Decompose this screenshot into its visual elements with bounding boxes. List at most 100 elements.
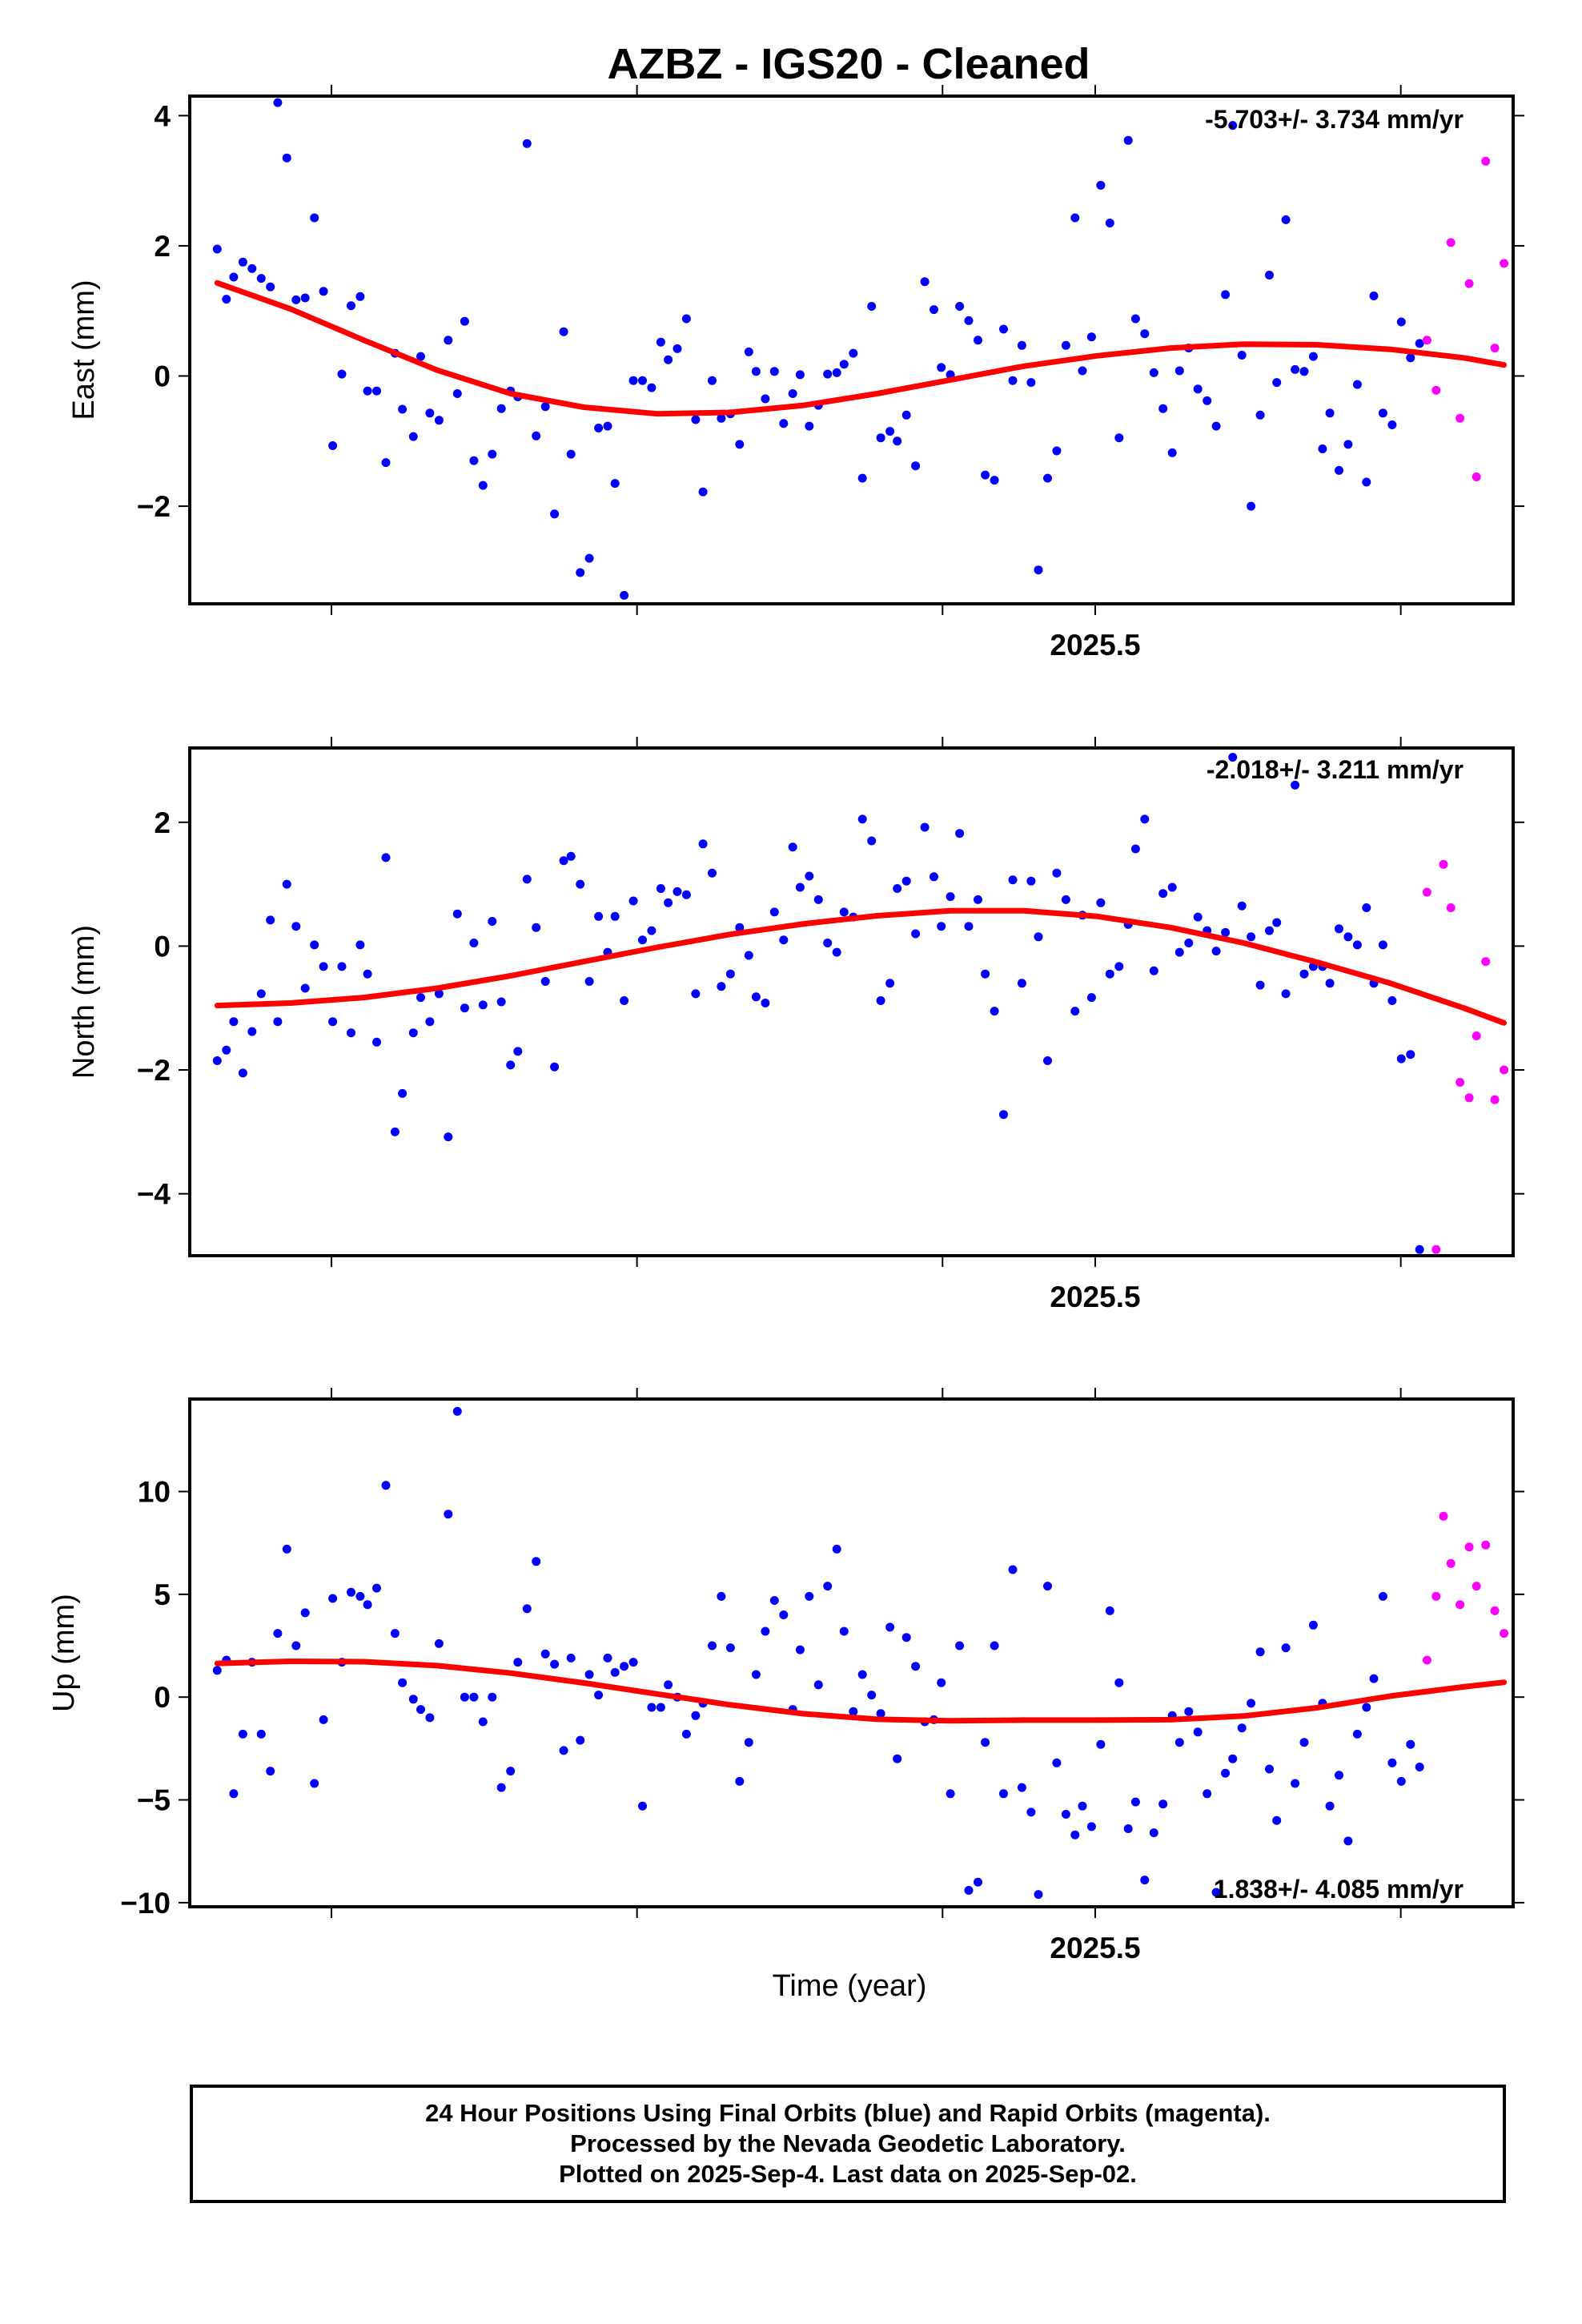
north-final-point [506,1060,516,1070]
east-final-point [849,348,858,358]
up-final-point [444,1510,453,1519]
east-final-point [229,272,239,282]
east-final-point [363,386,372,396]
east-final-point [867,302,877,311]
east-final-point [1203,396,1212,405]
north-final-point [1325,979,1335,988]
north-final-point [1406,1050,1415,1059]
east-rapid-point [1490,344,1500,353]
north-final-point [1255,980,1265,990]
north-final-point [990,1007,999,1016]
north-final-point [628,896,638,906]
up-rapid-point [1456,1600,1465,1610]
east-panel: 2025.5 −2 0 2 4 -5.703+/- 3.734 mm/yr East (mm… [67,85,1524,661]
north-final-point [698,839,708,849]
up-final-point [813,1680,823,1690]
north-final-point [610,911,620,921]
up-rapid-point [1481,1540,1491,1550]
east-frame [188,94,1515,605]
north-final-point [813,895,823,904]
east-final-point [911,461,921,471]
up-final-point [1174,1738,1184,1747]
north-final-point [273,1017,283,1027]
east-final-point [691,415,701,424]
east-final-point [434,416,444,425]
north-final-point [1193,912,1203,922]
north-final-point [1130,844,1140,854]
north-final-point [1070,1007,1080,1016]
east-final-point [238,257,247,267]
east-final-point [876,433,885,443]
north-final-point [452,909,462,919]
up-final-point [867,1691,877,1700]
up-final-point [628,1658,638,1667]
up-final-point [594,1691,604,1700]
north-rapid-point [1481,957,1491,967]
north-rapid-point [1464,1093,1474,1103]
east-final-point [566,449,576,459]
north-final-point [1265,926,1274,935]
east-final-point [832,368,841,377]
up-final-point [717,1591,726,1601]
north-xtick-label: 2025.5 [1050,1281,1140,1313]
north-final-point [911,929,921,939]
north-final-point [266,915,275,925]
north-final-point [1221,927,1231,937]
north-final-point [893,884,902,893]
north-final-point [725,969,735,979]
east-final-point [256,274,266,283]
north-final-point [594,911,604,921]
up-final-point [513,1658,523,1667]
north-final-point [735,923,745,932]
east-final-point [1325,408,1335,418]
east-final-point [452,389,462,398]
north-final-point [832,947,841,957]
up-final-point [1325,1801,1335,1811]
east-final-point [1247,501,1256,511]
north-final-point [522,875,532,884]
up-rapid-point [1431,1591,1441,1601]
up-final-point [238,1729,247,1739]
north-final-point [496,997,506,1007]
east-final-point [893,436,902,446]
east-final-point [735,440,745,449]
east-final-point [839,360,849,369]
up-final-point [901,1633,911,1642]
east-final-point [1008,376,1018,385]
north-final-point [1415,1244,1424,1254]
footer-line-3: Plotted on 2025-Sep-4. Last data on 2025… [559,2160,1137,2188]
figure-title: AZBZ - IGS20 - Cleaned [607,40,1090,88]
up-final-point [212,1666,222,1675]
east-final-point [638,376,647,385]
east-final-point [620,590,629,600]
up-final-point [1203,1789,1212,1799]
east-rapid-point [1446,238,1456,247]
up-final-point [1140,1876,1150,1885]
north-final-point [532,923,541,932]
east-final-point [955,302,965,311]
up-final-point [1387,1758,1397,1767]
up-final-point [584,1670,594,1679]
up-final-point [1149,1828,1158,1838]
north-final-point [1034,932,1043,942]
north-final-point [434,989,444,999]
up-rapid-point [1422,1655,1431,1665]
up-final-point [1078,1801,1087,1811]
north-final-point [478,1000,488,1010]
east-final-point [1061,340,1070,350]
east-final-point [425,408,435,418]
east-final-point [469,456,479,465]
up-final-point [795,1645,805,1655]
up-final-point [610,1667,620,1677]
up-final-point [1281,1643,1291,1653]
up-final-point [229,1789,239,1799]
up-final-point [876,1709,885,1719]
east-final-point [1291,364,1300,374]
north-final-point [540,977,550,986]
up-final-point [381,1481,391,1490]
up-final-point [1070,1830,1080,1839]
east-final-point [744,347,753,356]
up-final-point [1158,1799,1168,1809]
north-rapid-point [1446,903,1456,912]
up-final-point [319,1715,328,1724]
